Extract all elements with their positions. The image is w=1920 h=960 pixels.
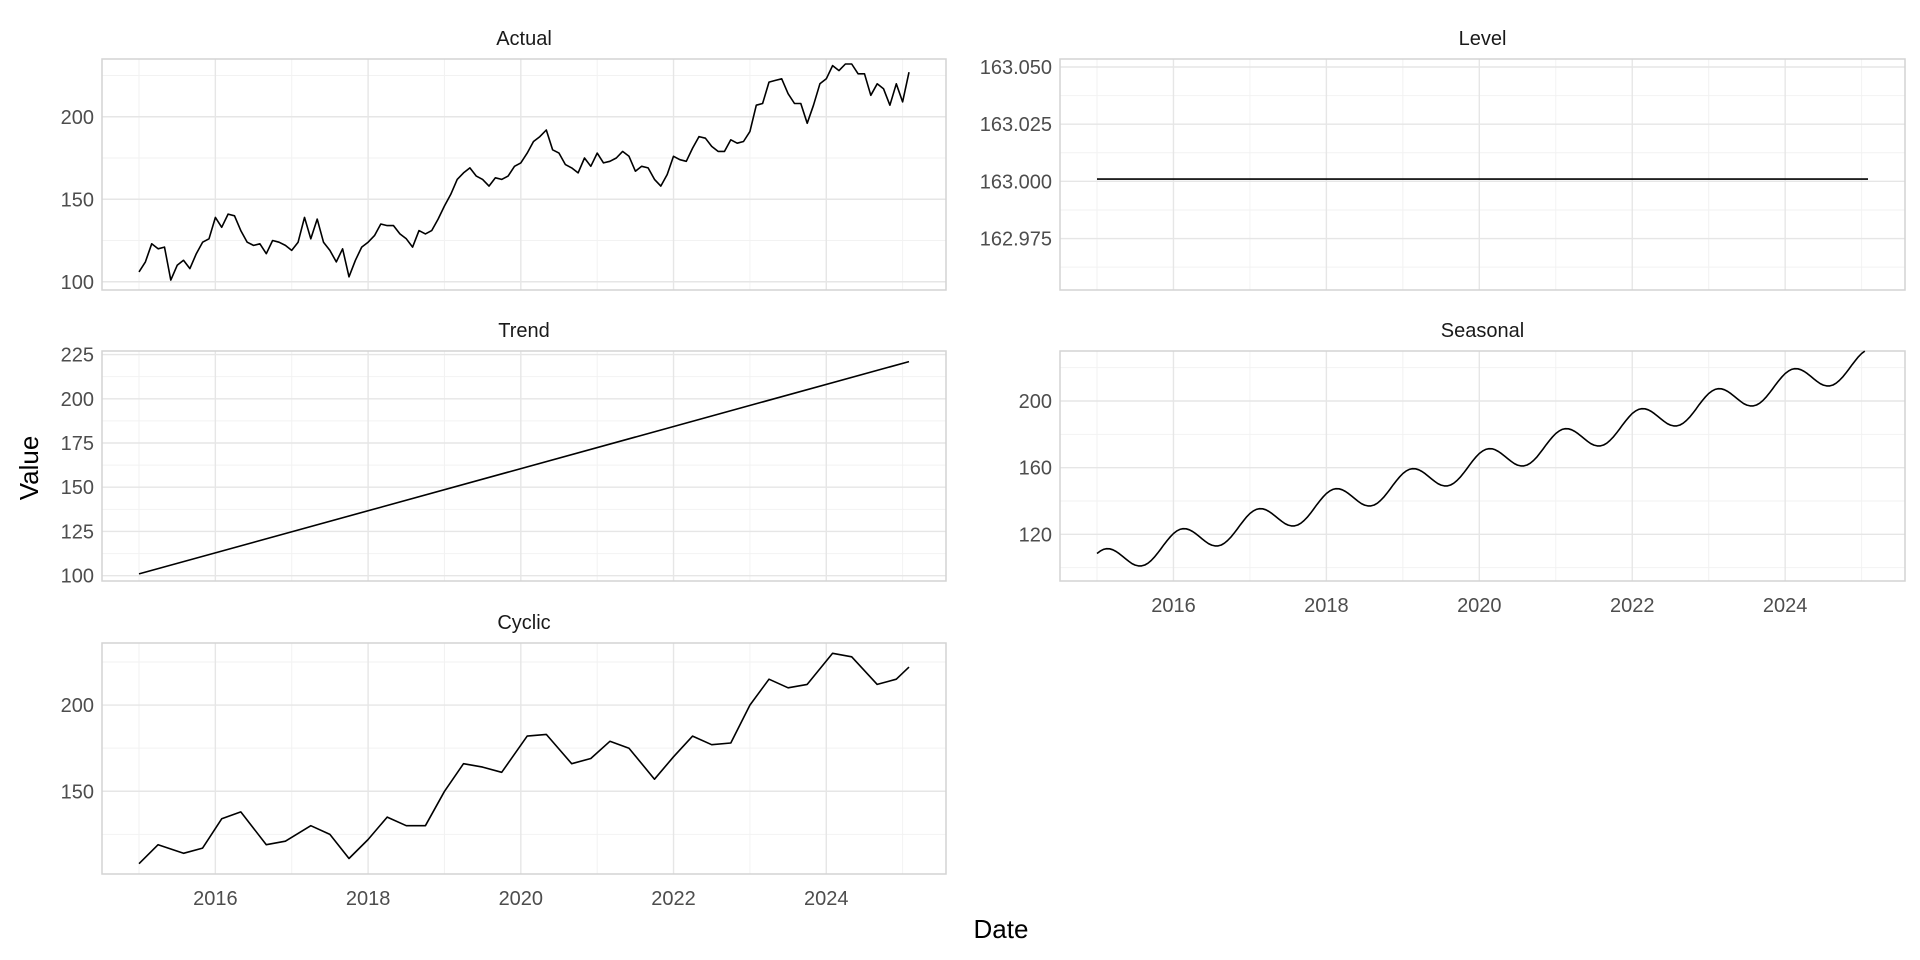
panel-background-cyclic [102, 643, 946, 874]
series-line-seasonal [1096, 350, 1866, 567]
series-line-cyclic [138, 652, 910, 865]
x-tick-label-cyclic: 2024 [804, 888, 849, 910]
y-tick-label-trend: 125 [61, 521, 94, 543]
panel-background-seasonal [1060, 351, 1905, 581]
y-tick-label-seasonal: 120 [1019, 524, 1052, 546]
y-tick-label-level: 163.000 [980, 171, 1052, 193]
panel-title-cyclic: Cyclic [497, 612, 550, 634]
y-tick-label-seasonal: 200 [1019, 391, 1052, 413]
panel-seasonal: 120 160 200 Seasonal 2016 2018 2020 2022 2024 [1019, 320, 1906, 617]
panel-title-trend: Trend [498, 320, 550, 342]
y-tick-label-level: 163.050 [980, 57, 1052, 79]
y-tick-label-actual: 200 [61, 107, 94, 129]
panel-border-level [1059, 58, 1906, 291]
x-tick-label-seasonal: 2022 [1610, 595, 1655, 617]
panel-border-actual [101, 58, 947, 291]
y-tick-label-level: 163.025 [980, 114, 1052, 136]
x-tick-label-seasonal: 2016 [1151, 595, 1196, 617]
x-tick-label-cyclic: 2022 [651, 888, 696, 910]
panel-trend: 100 125 150 175 200 225 Trend [61, 320, 947, 588]
x-tick-label-seasonal: 2024 [1763, 595, 1808, 617]
x-tick-label-cyclic: 2018 [346, 888, 391, 910]
series-line-actual [138, 63, 910, 281]
y-tick-label-trend: 225 [61, 345, 94, 367]
x-tick-label-cyclic: 2020 [499, 888, 544, 910]
panel-title-actual: Actual [496, 28, 552, 50]
y-tick-label-actual: 150 [61, 189, 94, 211]
y-tick-label-cyclic: 200 [61, 695, 94, 717]
panel-actual: 100 150 200 Actual [61, 28, 947, 294]
panel-background-trend [102, 351, 946, 581]
y-tick-label-actual: 100 [61, 272, 94, 294]
panel-level: 162.975 163.000 163.025 163.050 Level [980, 28, 1906, 291]
y-axis-title: Value [14, 436, 44, 501]
y-tick-label-trend: 100 [61, 566, 94, 588]
panel-border-seasonal [1059, 350, 1906, 582]
x-axis-title: Date [974, 914, 1029, 944]
series-line-trend [138, 360, 910, 575]
panel-cyclic: 150 200 Cyclic 2016 2018 2020 2022 2024 [61, 612, 947, 910]
panel-background-level [1060, 59, 1905, 290]
panel-title-level: Level [1459, 28, 1507, 50]
x-tick-label-seasonal: 2018 [1304, 595, 1349, 617]
panel-title-seasonal: Seasonal [1441, 320, 1524, 342]
y-tick-label-level: 162.975 [980, 229, 1052, 251]
y-tick-label-seasonal: 160 [1019, 458, 1052, 480]
panel-background-actual [102, 59, 946, 290]
y-tick-label-cyclic: 150 [61, 781, 94, 803]
panel-border-cyclic [101, 642, 947, 875]
panel-border-trend [101, 350, 947, 582]
y-tick-label-trend: 175 [61, 433, 94, 455]
x-tick-label-seasonal: 2020 [1457, 595, 1502, 617]
y-tick-label-trend: 200 [61, 389, 94, 411]
panels-layer: 100 150 200 Actual 162.975 163.000 163.025 163.… [61, 28, 1906, 910]
y-tick-label-trend: 150 [61, 477, 94, 499]
x-tick-label-cyclic: 2016 [193, 888, 238, 910]
